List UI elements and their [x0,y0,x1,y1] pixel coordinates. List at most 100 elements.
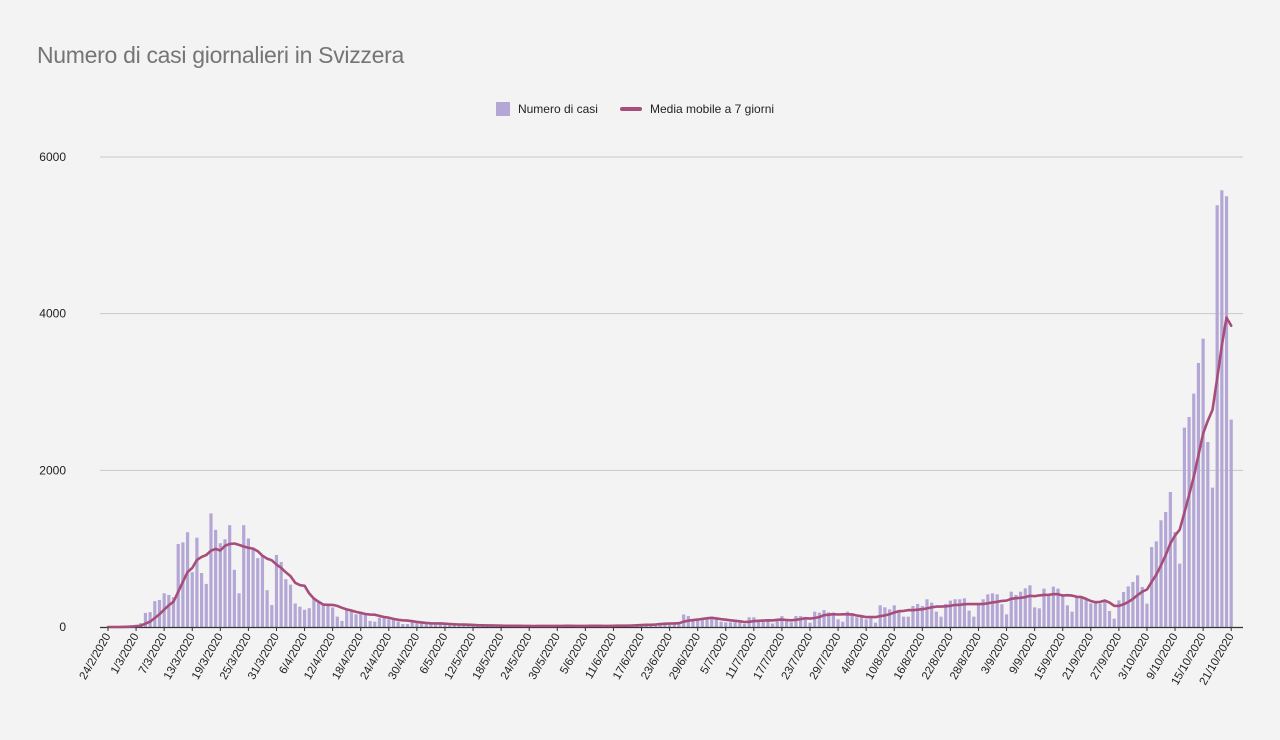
bar [209,513,213,627]
bar [1079,596,1084,627]
y-tick-label: 6000 [39,150,66,164]
bar [864,619,868,627]
bar [1117,600,1121,627]
bar [302,609,307,627]
bar [911,606,915,627]
bar [415,622,419,627]
bar [349,610,353,627]
bar [195,537,199,627]
bar [1154,541,1158,627]
bar [831,612,835,627]
bar [1093,602,1098,627]
y-tick-label: 0 [59,620,66,634]
bar [1107,611,1112,627]
bar [995,594,999,627]
bar [1201,338,1205,627]
legend-label-moving-average: Media mobile a 7 giorni [649,102,775,116]
bar [1131,581,1135,627]
bar [176,543,180,627]
bar [335,616,339,627]
bar [279,561,283,627]
bar [340,620,344,627]
bar [1056,588,1060,627]
bar [232,569,236,627]
bar [1089,603,1093,627]
bar [728,622,733,627]
chart-legend: Numero di casi Media mobile a 7 giorni [0,102,1275,116]
bar [892,605,896,627]
bar [218,543,222,627]
bar [429,623,433,627]
bar [419,623,424,627]
bar [934,611,938,627]
bar [251,548,255,627]
bar [714,619,718,627]
bar [298,606,302,627]
bar [799,616,803,627]
bar [363,615,367,627]
bar [1028,585,1032,627]
bar [1206,441,1210,627]
bar [1164,512,1168,627]
bar [916,603,920,627]
bar [1187,416,1191,627]
bar [1033,607,1037,627]
bar [228,525,232,627]
bar [1098,603,1102,627]
bar [1215,205,1219,627]
bar [845,611,850,627]
bar [705,619,709,627]
bar [1136,575,1140,627]
bar [1051,586,1055,627]
bar [1150,547,1154,627]
bar [976,604,981,627]
bar [190,572,194,627]
bar [986,594,990,627]
bar [883,607,887,627]
bar [1075,596,1079,627]
bar [359,611,363,627]
bar [958,599,962,627]
bar [887,609,892,627]
y-tick-label: 4000 [39,307,66,321]
bar [373,621,377,627]
bar [424,623,428,627]
bar [1121,591,1126,627]
bar [827,612,831,627]
bar [1047,594,1051,627]
bar [1126,586,1130,627]
bar [962,598,967,627]
bar [1220,190,1224,627]
bar [930,602,934,627]
bar [153,601,157,627]
bar [171,597,176,627]
bar [410,621,414,627]
bar [405,624,410,627]
bar [284,579,288,627]
bar [1084,599,1088,627]
bar [1103,602,1107,627]
bar [246,538,250,627]
bar [855,617,859,627]
bar [391,619,396,627]
bar [443,623,447,627]
bar [1224,196,1229,627]
bar [808,622,812,627]
moving-average-line [106,316,1233,629]
bar [214,529,218,627]
bar [317,601,321,627]
bar [260,556,265,627]
bar [382,617,386,627]
bar [1210,487,1215,627]
bar [288,584,293,627]
bar [270,605,274,627]
bar [948,600,952,627]
y-tick-label: 2000 [39,463,66,477]
legend-swatch-bar [495,102,510,116]
bar [691,619,695,627]
bar [756,619,761,627]
bar [438,624,442,627]
bar [1229,419,1233,627]
bar [293,603,297,627]
